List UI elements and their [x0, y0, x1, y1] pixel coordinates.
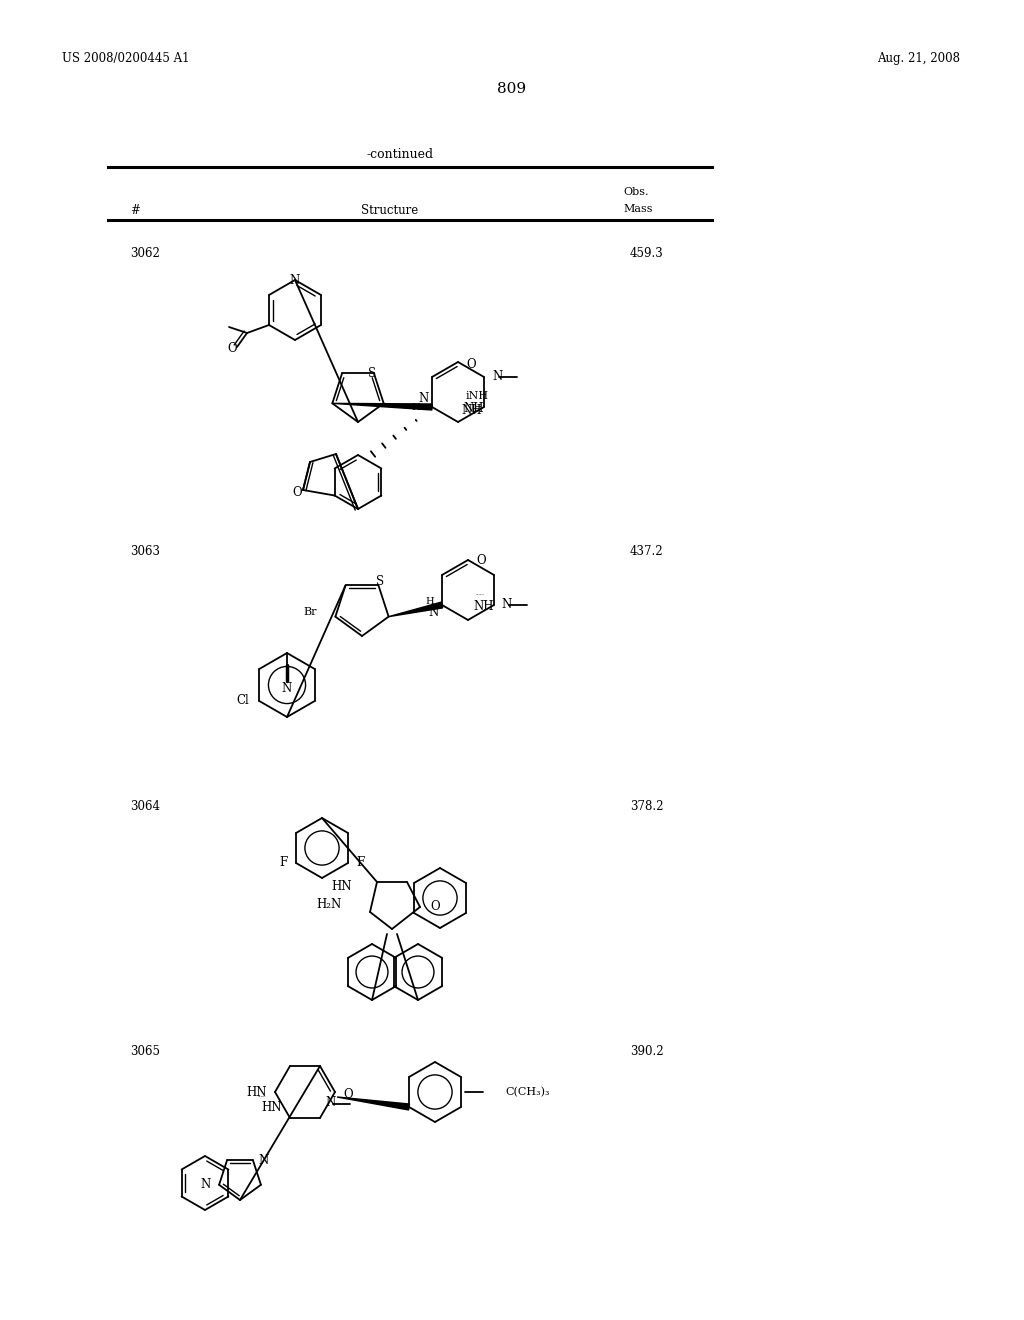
Text: O: O — [466, 358, 475, 371]
Text: 3064: 3064 — [130, 800, 160, 813]
Text: HN: HN — [332, 880, 352, 894]
Text: N: N — [258, 1154, 268, 1167]
Text: US 2008/0200445 A1: US 2008/0200445 A1 — [62, 51, 189, 65]
Text: Cl: Cl — [237, 694, 249, 708]
Text: HN: HN — [247, 1085, 267, 1098]
Text: N: N — [492, 371, 502, 384]
Text: O: O — [476, 553, 485, 566]
Text: Mass: Mass — [623, 205, 652, 214]
Text: 809: 809 — [498, 82, 526, 96]
Text: O: O — [430, 900, 439, 913]
Text: H₂N: H₂N — [316, 898, 342, 911]
Text: Obs.: Obs. — [623, 187, 648, 197]
Text: Br: Br — [304, 607, 317, 616]
Text: N: N — [201, 1179, 211, 1191]
Text: O: O — [227, 342, 237, 355]
Text: S: S — [368, 367, 376, 380]
Text: 3063: 3063 — [130, 545, 160, 558]
Text: HN: HN — [261, 1101, 282, 1114]
Text: N: N — [282, 682, 292, 696]
Text: iNH_ignore: iNH_ignore — [258, 1096, 266, 1097]
Text: N: N — [325, 1097, 335, 1110]
Text: N: N — [419, 392, 429, 404]
Text: -continued: -continued — [367, 148, 433, 161]
Text: iNH_remove: iNH_remove — [476, 593, 485, 595]
Text: N: N — [501, 598, 511, 611]
Text: NH: NH — [461, 404, 481, 417]
Text: 378.2: 378.2 — [630, 800, 664, 813]
Text: 390.2: 390.2 — [630, 1045, 664, 1059]
Text: NH: NH — [473, 599, 494, 612]
Text: #: # — [130, 205, 140, 216]
Text: Aug. 21, 2008: Aug. 21, 2008 — [877, 51, 961, 65]
Polygon shape — [389, 602, 442, 616]
Text: 459.3: 459.3 — [630, 247, 664, 260]
Text: Structure: Structure — [361, 205, 419, 216]
Text: C(CH₃)₃: C(CH₃)₃ — [505, 1086, 550, 1097]
Text: 3065: 3065 — [130, 1045, 160, 1059]
Text: S: S — [377, 574, 385, 587]
Text: F: F — [356, 857, 365, 870]
Text: N: N — [290, 273, 300, 286]
Text: 437.2: 437.2 — [630, 545, 664, 558]
Text: H: H — [425, 597, 434, 606]
Text: O: O — [292, 486, 302, 499]
Text: F: F — [280, 857, 288, 870]
Text: O: O — [343, 1088, 352, 1101]
Polygon shape — [337, 1097, 410, 1110]
Text: N: N — [429, 606, 439, 619]
Text: iNH: iNH — [466, 391, 489, 401]
Text: H: H — [411, 403, 420, 412]
Text: 3062: 3062 — [130, 247, 160, 260]
Text: NH: NH — [463, 401, 483, 414]
Polygon shape — [333, 404, 432, 411]
